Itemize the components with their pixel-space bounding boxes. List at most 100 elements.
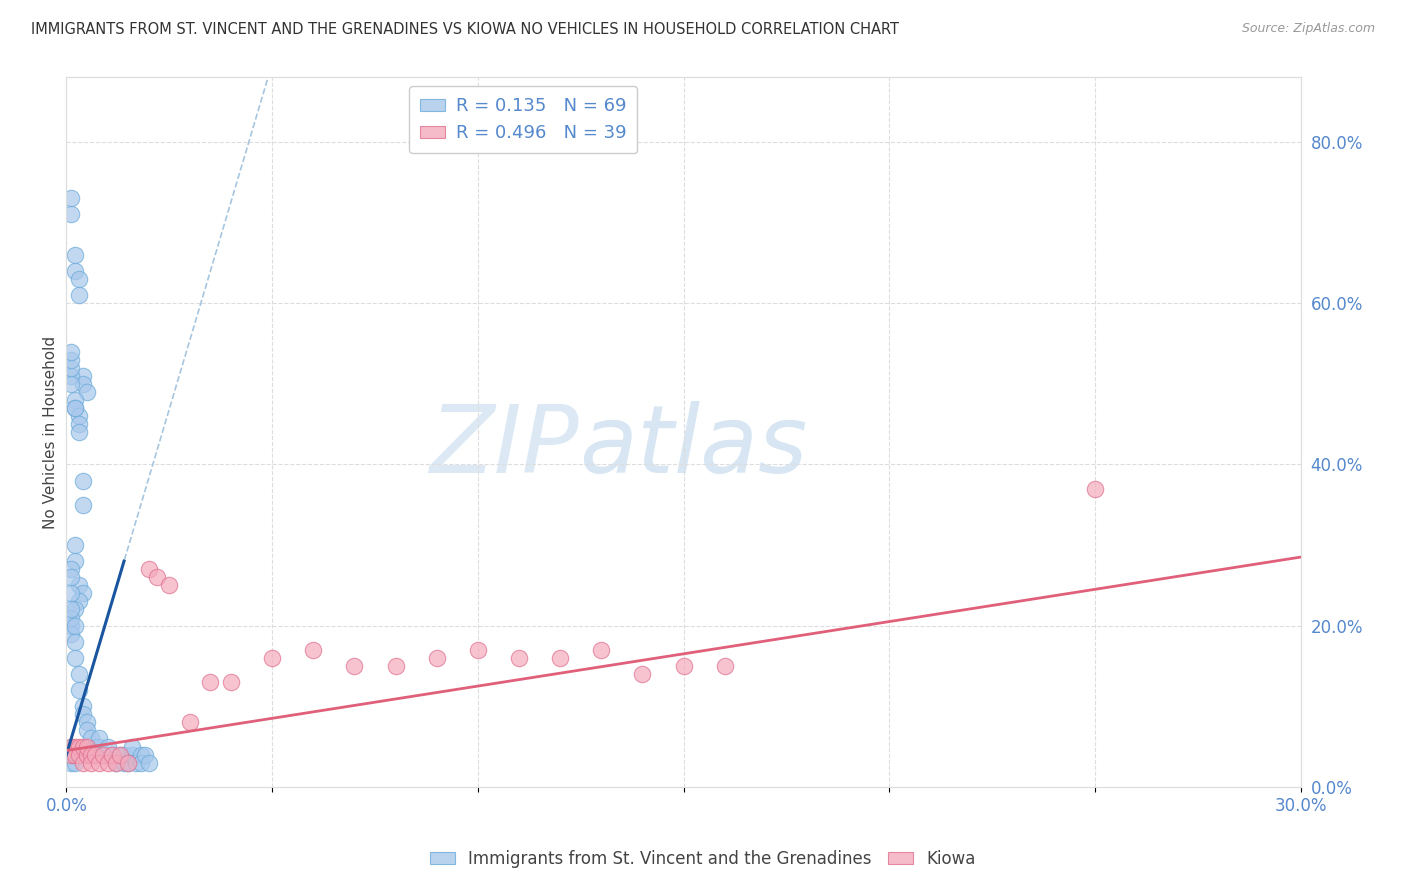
Point <box>63 618 86 632</box>
Point <box>89 731 111 746</box>
Point <box>67 683 90 698</box>
Point <box>89 739 111 754</box>
Point <box>72 474 94 488</box>
Point <box>59 756 82 770</box>
Point <box>72 586 94 600</box>
Point <box>67 417 90 431</box>
Point <box>112 747 135 762</box>
Point <box>157 578 180 592</box>
Point <box>138 562 160 576</box>
Point <box>59 610 82 624</box>
Point <box>59 360 82 375</box>
Point <box>72 376 94 391</box>
Point <box>63 634 86 648</box>
Point <box>100 747 122 762</box>
Point <box>97 756 120 770</box>
Point <box>67 409 90 423</box>
Point <box>63 538 86 552</box>
Point <box>219 675 242 690</box>
Point <box>100 747 122 762</box>
Point <box>67 739 90 754</box>
Point <box>76 384 98 399</box>
Point <box>59 562 82 576</box>
Point <box>59 376 82 391</box>
Point <box>80 747 103 762</box>
Point <box>72 368 94 383</box>
Point <box>117 756 139 770</box>
Point <box>76 723 98 738</box>
Point <box>108 747 131 762</box>
Point <box>591 642 613 657</box>
Point <box>426 651 449 665</box>
Point <box>89 756 111 770</box>
Point <box>72 739 94 754</box>
Point <box>672 659 695 673</box>
Point <box>59 586 82 600</box>
Point <box>302 642 325 657</box>
Point <box>67 667 90 681</box>
Point <box>63 747 86 762</box>
Point <box>63 602 86 616</box>
Point <box>76 739 98 754</box>
Text: IMMIGRANTS FROM ST. VINCENT AND THE GRENADINES VS KIOWA NO VEHICLES IN HOUSEHOLD: IMMIGRANTS FROM ST. VINCENT AND THE GREN… <box>31 22 898 37</box>
Point <box>63 392 86 407</box>
Point <box>108 747 131 762</box>
Point <box>59 626 82 640</box>
Point <box>121 747 143 762</box>
Y-axis label: No Vehicles in Household: No Vehicles in Household <box>44 335 58 529</box>
Point <box>104 756 127 770</box>
Point <box>384 659 406 673</box>
Point <box>67 594 90 608</box>
Point <box>72 756 94 770</box>
Point <box>72 699 94 714</box>
Point <box>63 747 86 762</box>
Point <box>80 731 103 746</box>
Point <box>467 642 489 657</box>
Point <box>125 756 148 770</box>
Point <box>59 739 82 754</box>
Point <box>129 756 152 770</box>
Point <box>59 352 82 367</box>
Point <box>72 498 94 512</box>
Point <box>67 747 90 762</box>
Point <box>343 659 366 673</box>
Legend: Immigrants from St. Vincent and the Grenadines, Kiowa: Immigrants from St. Vincent and the Gren… <box>423 844 983 875</box>
Point <box>84 747 107 762</box>
Point <box>59 368 82 383</box>
Point <box>63 651 86 665</box>
Point <box>67 288 90 302</box>
Point <box>67 272 90 286</box>
Text: ZIP: ZIP <box>429 401 579 491</box>
Point <box>631 667 654 681</box>
Point <box>59 570 82 584</box>
Point <box>63 554 86 568</box>
Point <box>67 578 90 592</box>
Legend: R = 0.135   N = 69, R = 0.496   N = 39: R = 0.135 N = 69, R = 0.496 N = 39 <box>409 87 637 153</box>
Point <box>59 602 82 616</box>
Point <box>1084 482 1107 496</box>
Point <box>138 756 160 770</box>
Point <box>63 264 86 278</box>
Point <box>63 739 86 754</box>
Point <box>63 401 86 415</box>
Point <box>121 739 143 754</box>
Point <box>59 747 82 762</box>
Point <box>59 344 82 359</box>
Point <box>72 707 94 722</box>
Point <box>112 756 135 770</box>
Point <box>200 675 222 690</box>
Text: atlas: atlas <box>579 401 807 491</box>
Point <box>713 659 735 673</box>
Point <box>129 747 152 762</box>
Point <box>76 747 98 762</box>
Point <box>63 248 86 262</box>
Point <box>59 747 82 762</box>
Point <box>76 715 98 730</box>
Point <box>93 747 115 762</box>
Text: Source: ZipAtlas.com: Source: ZipAtlas.com <box>1241 22 1375 36</box>
Point <box>117 756 139 770</box>
Point <box>548 651 571 665</box>
Point <box>59 739 82 754</box>
Point <box>104 756 127 770</box>
Point <box>508 651 530 665</box>
